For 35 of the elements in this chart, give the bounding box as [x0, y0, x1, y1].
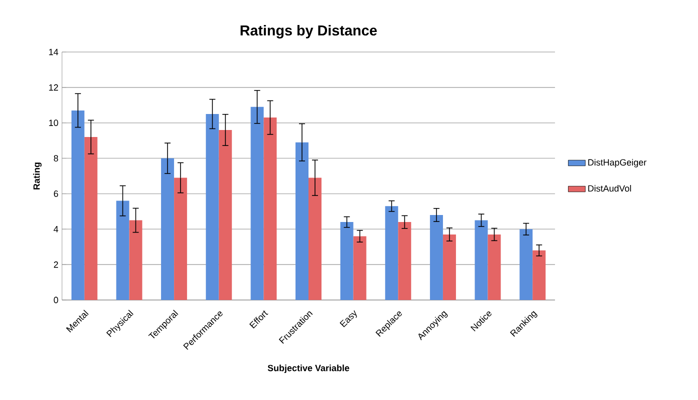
bar	[520, 229, 533, 300]
y-tick-label: 6	[54, 190, 58, 197]
y-tick-label: 8	[54, 155, 58, 162]
bar	[174, 178, 188, 300]
bar	[84, 137, 98, 300]
bar	[129, 220, 142, 300]
bar	[308, 178, 322, 300]
bar	[385, 206, 398, 300]
bar	[206, 114, 219, 300]
y-axis-title: Rating	[33, 162, 42, 190]
bar	[71, 110, 84, 300]
chart-title: Ratings by Distance	[240, 24, 377, 38]
x-axis-title: Subjective Variable	[268, 364, 350, 373]
bar	[353, 236, 366, 300]
bar	[340, 222, 354, 300]
legend-label: DistAudVol	[588, 184, 631, 192]
legend-label: DistHapGeiger	[588, 158, 646, 168]
bar	[264, 118, 277, 300]
y-tick-label: 2	[54, 261, 58, 268]
y-tick-label: 0	[54, 296, 58, 304]
y-tick-label: 14	[49, 48, 58, 56]
bar	[218, 130, 232, 300]
y-tick-label: 4	[54, 226, 58, 232]
y-tick-label: 12	[49, 84, 58, 91]
bar	[488, 234, 501, 300]
bar	[296, 142, 309, 300]
bar	[250, 106, 264, 300]
bar	[161, 158, 174, 300]
bar	[430, 214, 443, 300]
bar	[474, 220, 488, 300]
bar	[442, 234, 456, 300]
y-tick-label: 10	[49, 120, 58, 126]
bar	[532, 250, 546, 300]
bar	[116, 200, 130, 300]
bar	[398, 222, 412, 300]
